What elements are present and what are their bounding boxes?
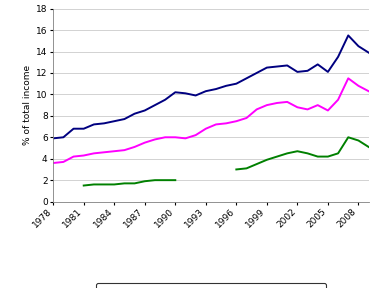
Top 0.5% xyxy=(356,84,361,88)
Top 0.5% xyxy=(285,100,290,104)
Top 1% xyxy=(183,92,188,95)
Top 1% xyxy=(153,103,157,107)
Top 0.5% xyxy=(346,77,350,80)
Y-axis label: % of total income: % of total income xyxy=(23,65,32,145)
Top 0.5% xyxy=(275,101,279,105)
Top 1% xyxy=(112,120,117,123)
Top 1% xyxy=(254,71,259,75)
Top 1% xyxy=(204,90,208,93)
Top 0.5% xyxy=(244,116,249,120)
Legend: Top 1%, Top 0.5%, Top 0.1%: Top 1%, Top 0.5%, Top 0.1% xyxy=(96,283,326,288)
Top 1% xyxy=(142,109,147,112)
Top 0.5% xyxy=(366,90,371,93)
Top 1% xyxy=(244,77,249,80)
Top 1% xyxy=(356,44,361,48)
Top 1% xyxy=(81,127,86,130)
Top 1% xyxy=(305,69,310,73)
Top 1% xyxy=(264,66,269,69)
Top 0.5% xyxy=(51,161,55,165)
Top 1% xyxy=(234,82,239,86)
Top 1% xyxy=(163,98,168,101)
Top 0.5% xyxy=(336,98,340,101)
Top 0.5% xyxy=(204,127,208,130)
Top 0.5% xyxy=(264,103,269,107)
Top 1% xyxy=(71,127,76,130)
Top 1% xyxy=(214,87,218,91)
Top 0.5% xyxy=(132,145,137,149)
Top 0.5% xyxy=(71,155,76,158)
Top 0.5% xyxy=(173,136,177,139)
Top 0.5% xyxy=(163,136,168,139)
Top 0.5% xyxy=(305,108,310,111)
Top 0.5% xyxy=(153,138,157,141)
Top 0.5% xyxy=(315,103,320,107)
Line: Top 0.5%: Top 0.5% xyxy=(53,78,369,163)
Top 1% xyxy=(295,70,300,74)
Top 1% xyxy=(173,90,177,94)
Top 0.5% xyxy=(214,123,218,126)
Top 1% xyxy=(132,112,137,115)
Top 1% xyxy=(315,63,320,66)
Top 1% xyxy=(102,122,106,125)
Top 1% xyxy=(346,34,350,37)
Top 1% xyxy=(61,136,66,139)
Top 0.5% xyxy=(193,133,198,137)
Top 0.5% xyxy=(234,120,239,123)
Top 1% xyxy=(193,94,198,97)
Top 1% xyxy=(275,65,279,68)
Top 1% xyxy=(326,70,330,74)
Top 0.5% xyxy=(326,109,330,112)
Top 1% xyxy=(366,51,371,54)
Top 0.5% xyxy=(295,105,300,109)
Top 1% xyxy=(51,137,55,140)
Top 1% xyxy=(224,84,228,88)
Top 0.5% xyxy=(92,151,96,155)
Top 1% xyxy=(336,55,340,59)
Line: Top 1%: Top 1% xyxy=(53,35,369,138)
Top 1% xyxy=(122,117,127,121)
Top 0.5% xyxy=(112,149,117,153)
Top 0.5% xyxy=(254,108,259,111)
Top 0.5% xyxy=(81,154,86,157)
Top 1% xyxy=(92,123,96,126)
Top 0.5% xyxy=(122,148,127,152)
Top 0.5% xyxy=(224,122,228,125)
Top 0.5% xyxy=(61,160,66,164)
Top 0.5% xyxy=(142,141,147,144)
Top 0.5% xyxy=(102,151,106,154)
Top 1% xyxy=(285,64,290,67)
Top 0.5% xyxy=(183,137,188,140)
